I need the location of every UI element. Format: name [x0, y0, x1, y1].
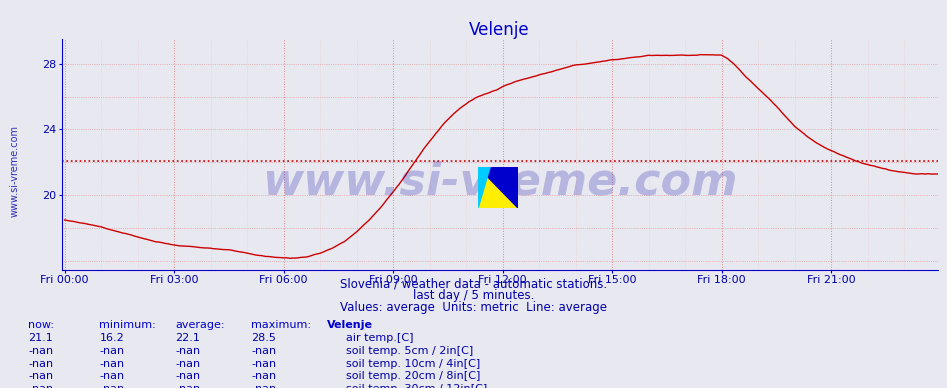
Text: -nan: -nan	[28, 346, 54, 356]
Text: soil temp. 10cm / 4in[C]: soil temp. 10cm / 4in[C]	[346, 359, 480, 369]
Text: -nan: -nan	[28, 384, 54, 388]
Text: -nan: -nan	[99, 346, 125, 356]
Text: -nan: -nan	[175, 346, 201, 356]
Text: Velenje: Velenje	[327, 320, 373, 330]
Text: -nan: -nan	[251, 346, 277, 356]
Text: 22.1: 22.1	[175, 333, 200, 343]
Text: maximum:: maximum:	[251, 320, 311, 330]
Text: 28.5: 28.5	[251, 333, 276, 343]
Text: -nan: -nan	[175, 371, 201, 381]
Text: -nan: -nan	[99, 371, 125, 381]
Text: -nan: -nan	[175, 359, 201, 369]
Text: -nan: -nan	[28, 371, 54, 381]
Text: -nan: -nan	[251, 384, 277, 388]
Text: 21.1: 21.1	[28, 333, 53, 343]
Text: -nan: -nan	[175, 384, 201, 388]
Text: www.si-vreme.com: www.si-vreme.com	[9, 125, 20, 217]
Text: average:: average:	[175, 320, 224, 330]
Polygon shape	[478, 167, 518, 208]
Text: soil temp. 20cm / 8in[C]: soil temp. 20cm / 8in[C]	[346, 371, 480, 381]
Text: 16.2: 16.2	[99, 333, 124, 343]
Text: now:: now:	[28, 320, 54, 330]
Text: -nan: -nan	[251, 371, 277, 381]
Text: www.si-vreme.com: www.si-vreme.com	[261, 160, 738, 203]
Text: -nan: -nan	[28, 359, 54, 369]
Text: soil temp. 5cm / 2in[C]: soil temp. 5cm / 2in[C]	[346, 346, 473, 356]
Text: -nan: -nan	[99, 359, 125, 369]
Text: Slovenia / weather data - automatic stations.: Slovenia / weather data - automatic stat…	[340, 277, 607, 291]
Text: minimum:: minimum:	[99, 320, 156, 330]
Text: -nan: -nan	[251, 359, 277, 369]
Title: Velenje: Velenje	[469, 21, 530, 39]
Polygon shape	[478, 167, 518, 208]
Polygon shape	[478, 167, 491, 208]
Text: air temp.[C]: air temp.[C]	[346, 333, 413, 343]
Text: soil temp. 30cm / 12in[C]: soil temp. 30cm / 12in[C]	[346, 384, 487, 388]
Text: last day / 5 minutes.: last day / 5 minutes.	[413, 289, 534, 302]
Text: Values: average  Units: metric  Line: average: Values: average Units: metric Line: aver…	[340, 301, 607, 314]
Text: -nan: -nan	[99, 384, 125, 388]
